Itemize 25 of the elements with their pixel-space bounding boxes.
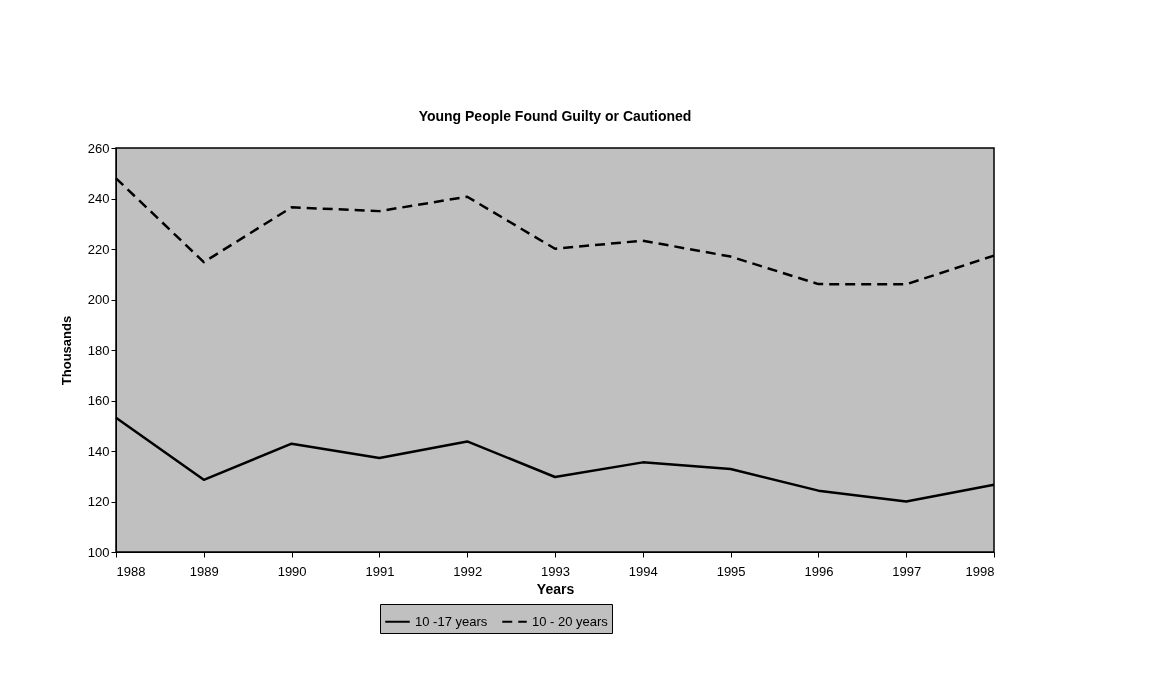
y-tick-label: 180 — [87, 342, 110, 358]
x-tick-label: 1988 — [116, 563, 146, 579]
legend-label: 10 - 20 years — [532, 613, 609, 629]
y-tick-label: 160 — [87, 393, 110, 408]
legend-label: 10 -17 years — [415, 613, 488, 629]
y-tick-label: 260 — [87, 140, 110, 156]
x-tick-label: 1990 — [277, 563, 307, 579]
x-tick-label: 1993 — [541, 563, 570, 579]
x-tick-label: 1996 — [804, 563, 834, 579]
x-tick-label: 1991 — [365, 563, 395, 579]
x-tick-label: 1997 — [892, 563, 922, 579]
y-tick-label: 100 — [87, 544, 110, 560]
y-tick-label: 220 — [87, 241, 110, 257]
x-tick-label: 1998 — [965, 563, 995, 579]
x-tick-label: 1995 — [716, 563, 746, 579]
y-tick-label: 240 — [87, 191, 110, 206]
x-tick-label: 1992 — [453, 563, 483, 579]
chart-title: Young People Found Guilty or Cautioned — [418, 108, 692, 124]
y-tick-label: 140 — [87, 443, 110, 459]
y-tick-label: 120 — [87, 494, 110, 509]
y-tick-label: 200 — [87, 292, 110, 307]
y-axis-title: Thousands — [58, 315, 74, 386]
x-tick-label: 1989 — [189, 563, 219, 579]
x-tick-label: 1994 — [628, 563, 658, 579]
x-axis-title: Years — [536, 580, 575, 597]
